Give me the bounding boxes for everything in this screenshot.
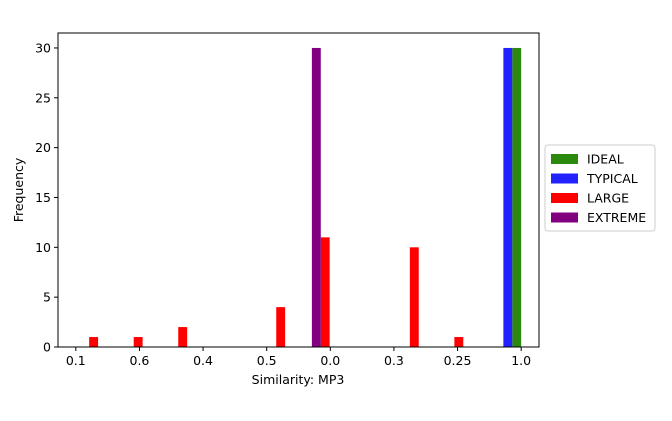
y-tick-label-6: 30 (35, 40, 51, 55)
x-tick-label-1: 0.6 (130, 353, 150, 368)
bar-large-6 (454, 337, 464, 347)
x-tick-label-5: 0.3 (384, 353, 404, 368)
bar-large-3 (276, 307, 286, 347)
y-tick-label-4: 20 (35, 140, 51, 155)
x-tick-label-3: 0.5 (257, 353, 277, 368)
legend-label-large: LARGE (587, 191, 629, 206)
legend-swatch-extreme (551, 212, 578, 223)
legend-label-ideal: IDEAL (587, 152, 624, 167)
bar-large-2 (178, 327, 188, 347)
bar-large-0 (89, 337, 99, 347)
legend: IDEAL TYPICAL LARGE EXTREME (544, 144, 656, 232)
legend-label-typical: TYPICAL (586, 171, 638, 186)
x-tick-label-7: 1.0 (511, 353, 531, 368)
bar-ideal-0 (512, 47, 522, 347)
bar-extreme-0 (311, 47, 321, 347)
x-tick-label-2: 0.4 (193, 353, 213, 368)
y-axis: 0 5 10 15 20 25 30 (35, 40, 58, 355)
legend-label-extreme: EXTREME (587, 210, 646, 225)
x-tick-label-0: 0.1 (66, 353, 86, 368)
bar-typical-0 (503, 47, 513, 347)
x-tick-label-6: 0.25 (444, 353, 472, 368)
x-axis: 0.1 0.6 0.4 0.5 0.0 0.3 0.25 1.0 (66, 347, 531, 368)
x-tick-label-4: 0.0 (320, 353, 340, 368)
y-tick-label-5: 25 (35, 90, 51, 105)
y-tick-label-0: 0 (43, 340, 51, 355)
plot-frame (57, 32, 540, 348)
plot-area (89, 47, 522, 347)
legend-swatch-typical (551, 173, 578, 184)
bar-large-1 (133, 337, 143, 347)
legend-box (544, 144, 656, 232)
bar-large-5 (409, 247, 419, 347)
x-axis-label: Similarity: MP3 (252, 372, 345, 387)
y-tick-label-2: 10 (35, 240, 51, 255)
legend-swatch-ideal (551, 154, 578, 164)
y-tick-label-3: 15 (35, 190, 51, 205)
y-axis-label: Frequency (11, 157, 26, 222)
bar-large-4 (320, 237, 330, 347)
legend-swatch-large (551, 193, 578, 203)
y-tick-label-1: 5 (43, 290, 51, 305)
